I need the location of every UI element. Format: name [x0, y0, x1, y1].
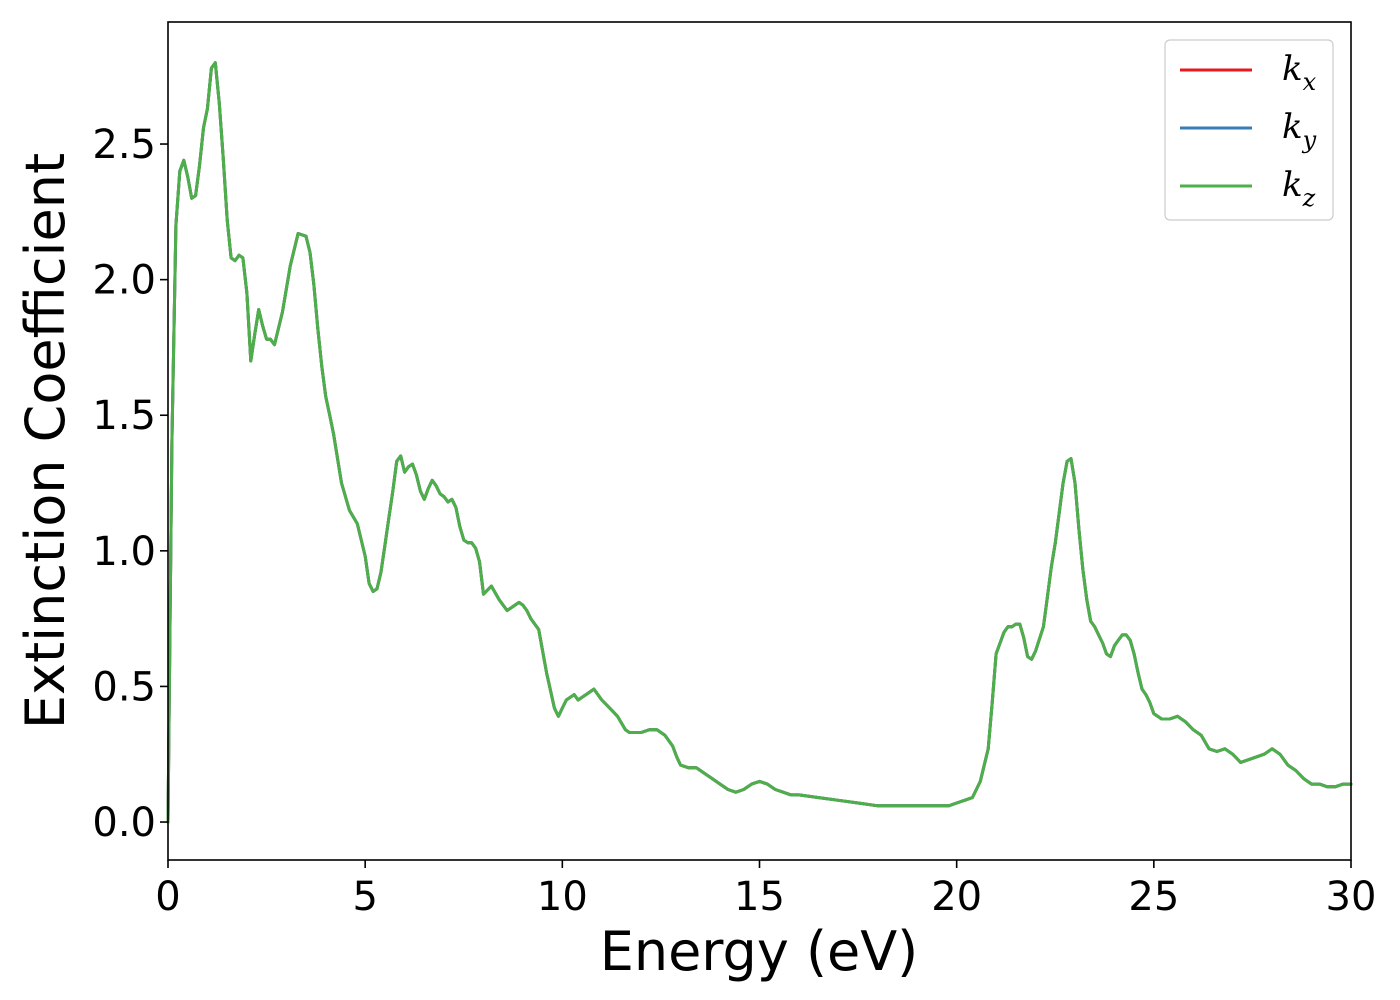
x-axis-ticks: 0 5 10 15 20 25 30 [155, 860, 1376, 920]
legend-box [1164, 39, 1334, 221]
x-tick-label: 30 [1326, 874, 1377, 920]
x-tick-label: 5 [352, 874, 377, 920]
y-tick-label: 0.0 [92, 800, 156, 846]
y-tick-label: 2.5 [92, 122, 156, 168]
legend-label-ky: ky [1282, 107, 1317, 154]
legend-label-kx: kx [1282, 49, 1317, 96]
x-axis-label: Energy (eV) [600, 920, 919, 983]
y-tick-label: 2.0 [92, 258, 156, 304]
y-tick-label: 1.0 [92, 529, 156, 575]
y-tick-label: 0.5 [92, 664, 156, 710]
y-axis-label: Extinction Coefficient [14, 153, 77, 729]
x-tick-label: 25 [1128, 874, 1179, 920]
y-axis-ticks: 0.0 0.5 1.0 1.5 2.0 2.5 [92, 122, 168, 846]
legend-label-kz: kz [1282, 165, 1316, 212]
x-tick-label: 15 [734, 874, 785, 920]
series-line-kz [166, 61, 1353, 824]
x-tick-label: 20 [931, 874, 982, 920]
series-layer [166, 61, 1353, 824]
y-tick-label: 1.5 [92, 393, 156, 439]
x-tick-label: 10 [537, 874, 588, 920]
legend: kx ky kz [1164, 39, 1334, 221]
x-tick-label: 0 [155, 874, 180, 920]
plot-area [168, 22, 1351, 860]
